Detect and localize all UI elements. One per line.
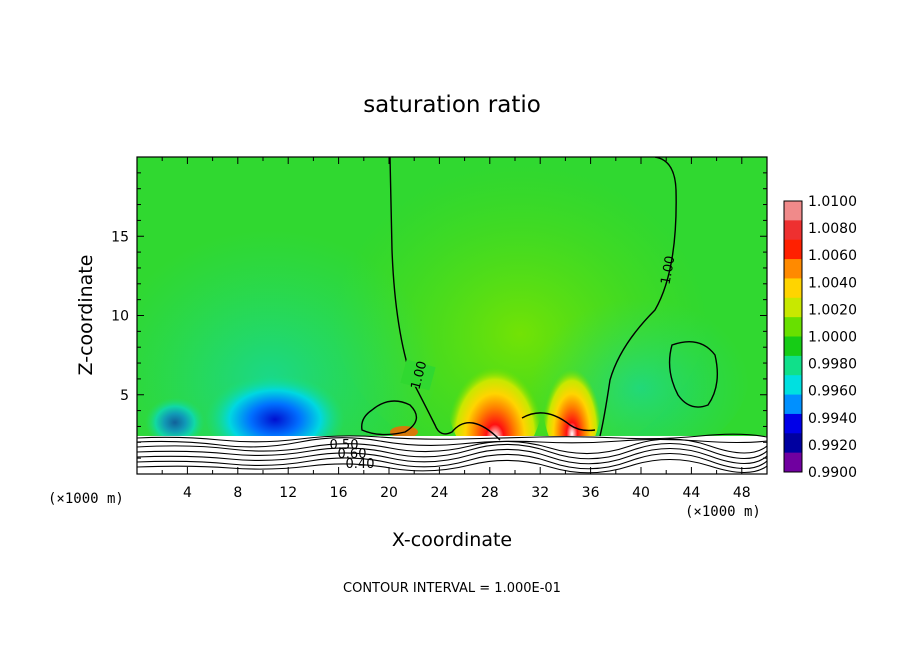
x-axis-label: X-coordinate (392, 529, 512, 551)
colorbar-swatch (784, 259, 802, 279)
x-tick-label: 28 (481, 485, 499, 501)
plot-area: 1.00 1.00 0.50 0.60 0.40 (100, 130, 767, 500)
colorbar-swatch (784, 278, 802, 298)
colorbar-level-label: 1.0060 (808, 248, 857, 264)
colorbar-swatch (784, 201, 802, 221)
colorbar-swatch (784, 453, 802, 473)
colorbar-swatch (784, 298, 802, 318)
x-axis-unit-right: (×1000 m) (685, 504, 761, 520)
colorbar-swatch (784, 240, 802, 260)
colorbar-swatch (784, 395, 802, 415)
colorbar-swatch (784, 356, 802, 376)
contour-interval-note: CONTOUR INTERVAL = 1.000E-01 (343, 581, 561, 596)
x-tick-label: 44 (682, 485, 700, 501)
contour-label-5: 0.40 (346, 457, 375, 472)
colorbar-swatch (784, 317, 802, 337)
colorbar-swatch (784, 337, 802, 357)
colorbar-level-label: 1.0040 (808, 275, 857, 291)
colorbar-level-label: 0.9900 (808, 465, 857, 481)
colorbar-swatch (784, 220, 802, 240)
colorbar-level-label: 0.9920 (808, 438, 857, 454)
x-tick-label: 40 (632, 485, 650, 501)
colorbar-level-label: 1.0100 (808, 194, 857, 210)
x-tick-label: 12 (279, 485, 297, 501)
x-axis-unit-left: (×1000 m) (48, 491, 124, 507)
colorbar-level-label: 1.0000 (808, 330, 857, 346)
chart-title: saturation ratio (363, 92, 541, 118)
x-tick-label: 32 (531, 485, 549, 501)
x-tick-label: 48 (733, 485, 751, 501)
x-tick-label: 36 (582, 485, 600, 501)
colorbar-swatch (784, 375, 802, 395)
colorbar-level-label: 0.9960 (808, 384, 857, 400)
colorbar-swatch (784, 433, 802, 453)
y-tick-label: 10 (111, 309, 129, 325)
x-tick-label: 4 (183, 485, 192, 501)
colorbar-level-label: 1.0080 (808, 221, 857, 237)
x-tick-label: 8 (233, 485, 242, 501)
colorbar-level-label: 0.9940 (808, 411, 857, 427)
colorbar (784, 201, 802, 473)
colorbar-swatch (784, 414, 802, 434)
x-tick-label: 20 (380, 485, 398, 501)
y-tick-label: 5 (120, 388, 129, 404)
colorbar-level-label: 0.9980 (808, 357, 857, 373)
x-tick-label: 16 (330, 485, 348, 501)
y-tick-label: 15 (111, 229, 129, 245)
colorbar-labels: 1.0100 1.0080 1.0060 1.0040 1.0020 1.0000 0.99… (808, 194, 857, 481)
colorbar-level-label: 1.0020 (808, 302, 857, 318)
x-tick-label: 24 (430, 485, 448, 501)
y-axis-label: Z-coordinate (75, 255, 97, 376)
